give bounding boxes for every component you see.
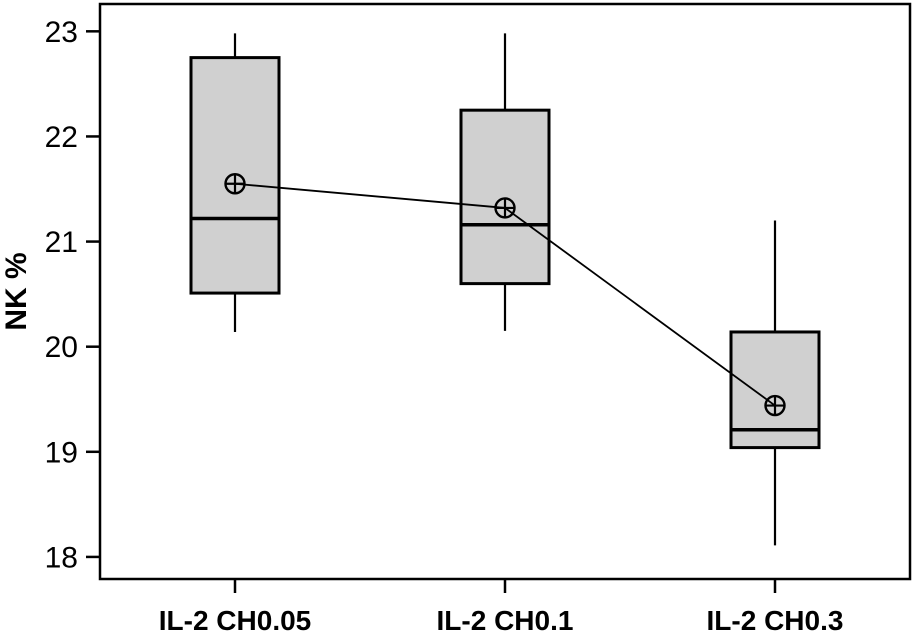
- y-tick-label: 18: [45, 541, 78, 574]
- y-tick-label: 23: [45, 16, 78, 49]
- y-tick-label: 21: [45, 226, 78, 259]
- mean-marker-0: [224, 173, 246, 195]
- box-group-2: [729, 220, 821, 546]
- iqr-box: [459, 108, 551, 286]
- y-tick-label: 22: [45, 121, 78, 154]
- box-group-1: [459, 33, 551, 331]
- y-tick-label: 19: [45, 436, 78, 469]
- y-tick-label: 20: [45, 331, 78, 364]
- x-category-label: IL-2 CH0.3: [707, 605, 844, 636]
- mean-marker-1: [494, 197, 516, 219]
- mean-marker-2: [764, 394, 786, 417]
- y-axis-label: NK %: [0, 252, 33, 330]
- x-category-label: IL-2 CH0.1: [437, 605, 574, 636]
- x-category-label: IL-2 CH0.05: [159, 605, 312, 636]
